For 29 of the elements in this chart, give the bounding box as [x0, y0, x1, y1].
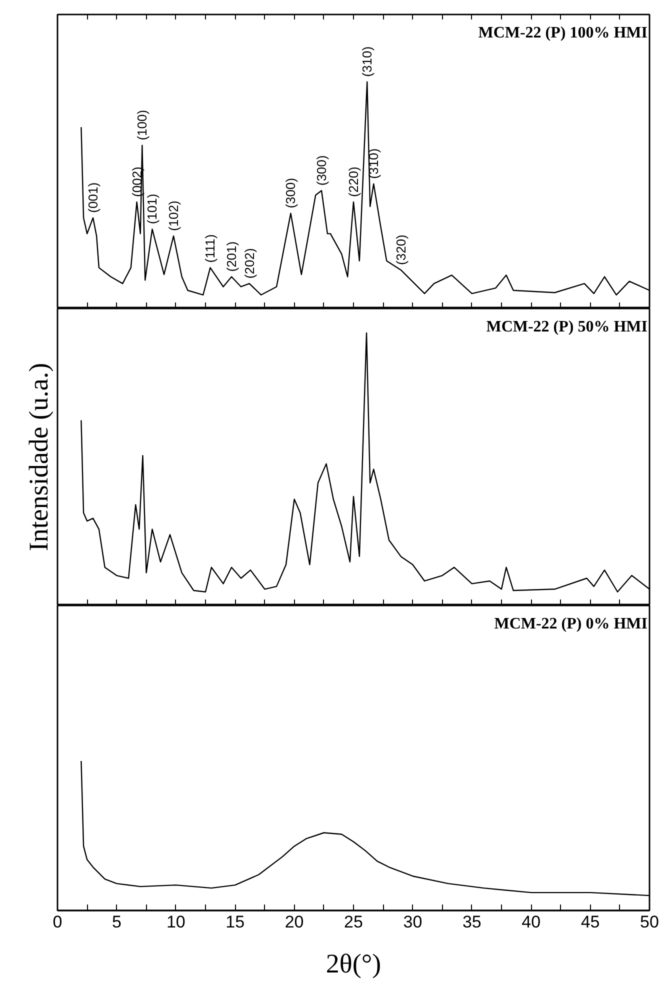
- chart-title: MCM-22 (P) 0% HMI: [494, 616, 648, 632]
- annotation: (310): [366, 148, 382, 179]
- annotation: (300): [283, 178, 298, 208]
- annotation: (201): [224, 241, 240, 272]
- x-tick-label: 50: [640, 912, 659, 932]
- x-tick-label: 45: [580, 912, 600, 932]
- y-axis-title: Intensidade (u.a.): [24, 362, 54, 552]
- x-tick-label: 35: [462, 912, 482, 932]
- x-tick-label: 0: [52, 912, 62, 932]
- x-tick-label: 15: [226, 912, 245, 932]
- x-tick-label: 5: [112, 912, 122, 932]
- x-tick-label: 20: [284, 912, 304, 932]
- annotation: (102): [166, 200, 182, 231]
- x-tick-label: 25: [344, 912, 363, 932]
- x-tick-label: 30: [403, 912, 422, 932]
- annotation: (111): [202, 234, 218, 263]
- annotation: (320): [393, 234, 408, 265]
- annotation: (100): [134, 110, 150, 140]
- annotation: (202): [242, 248, 257, 279]
- x-axis-title: 2θ(°): [326, 948, 382, 978]
- chart-title: MCM-22 (P) 100% HMI: [478, 24, 648, 42]
- annotation: (300): [314, 155, 330, 186]
- annotation: (101): [144, 194, 160, 224]
- chart-title: MCM-22 (P) 50% HMI: [486, 318, 648, 336]
- annotation: (220): [346, 166, 361, 197]
- x-tick-label: 40: [522, 912, 541, 932]
- x-tick-label: 10: [166, 912, 186, 932]
- annotation: (001): [86, 182, 101, 213]
- annotation: (310): [360, 46, 375, 77]
